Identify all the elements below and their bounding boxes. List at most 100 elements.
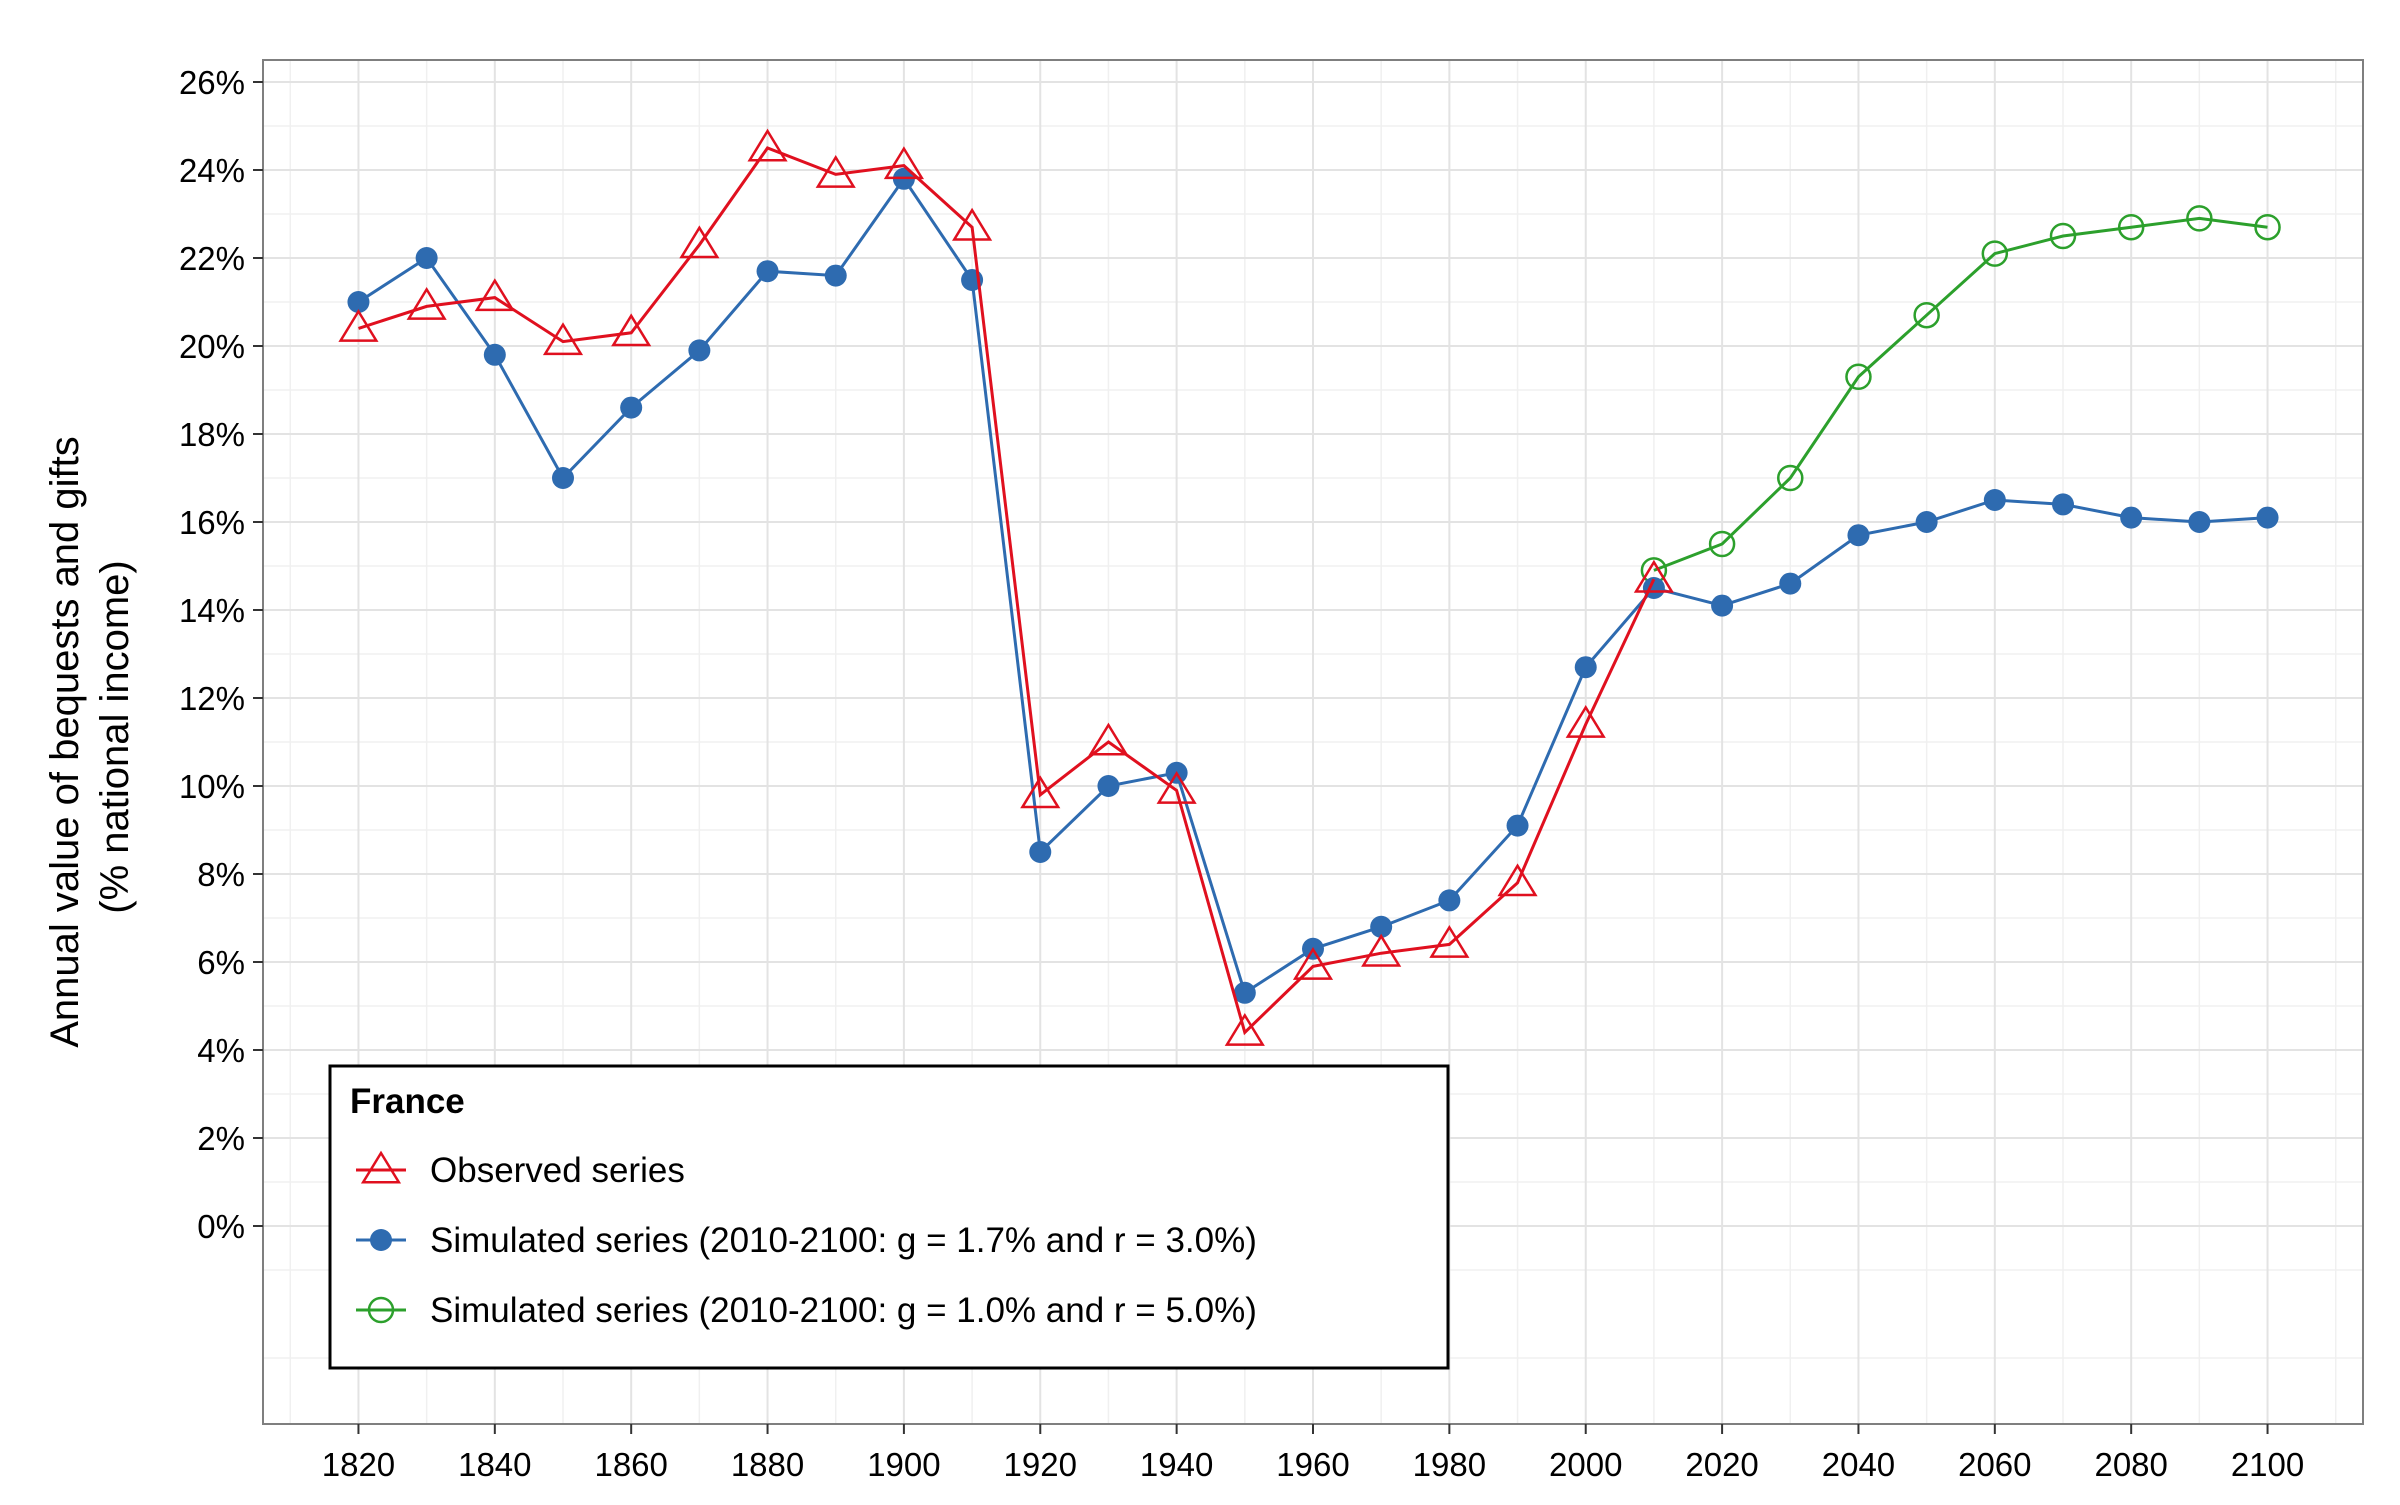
triangle-marker (1429, 925, 1470, 958)
point-marker (1847, 524, 1870, 547)
triangle-marker (406, 287, 447, 320)
legend: France Observed series Simulated series (… (328, 1064, 1450, 1370)
x-tick-label: 1940 (1140, 1446, 1213, 1483)
point-marker (1779, 572, 1802, 595)
triangle-marker (474, 278, 515, 312)
point-marker (1029, 841, 1052, 863)
y-tick-label: 20% (179, 328, 245, 365)
point-marker (483, 343, 506, 366)
point-marker (1370, 915, 1393, 938)
series-line (1653, 216, 2268, 572)
x-tick-label: 2080 (2094, 1446, 2167, 1483)
point-marker (415, 247, 438, 269)
y-tick-label: 8% (197, 856, 245, 893)
point-marker (620, 396, 643, 419)
triangle-marker (747, 128, 788, 162)
legend-label: Observed series (430, 1151, 685, 1190)
circle-marker (1777, 464, 1804, 492)
x-tick-label: 1820 (322, 1446, 395, 1483)
point-marker (1506, 814, 1529, 837)
legend-item: Simulated series (2010-2100: g = 1.0% an… (356, 1291, 1257, 1330)
point-marker (1915, 511, 1938, 533)
legend-title: France (350, 1082, 465, 1121)
triangle-marker (1020, 775, 1061, 809)
x-tick-label: 2040 (1822, 1446, 1895, 1483)
triangle-marker (542, 322, 584, 356)
series-3 (1640, 205, 2281, 584)
y-tick-label: 6% (197, 944, 245, 981)
point-marker (1983, 489, 2006, 511)
circle-marker (2186, 205, 2213, 232)
x-tick-label: 1860 (594, 1446, 667, 1483)
y-tick-label: 24% (179, 152, 245, 189)
triangle-marker (1088, 722, 1129, 756)
y-axis-title: Annual value of bequests and gifts (43, 436, 87, 1048)
point-marker (2052, 493, 2074, 516)
triangle-marker (1565, 705, 1606, 738)
legend-item: Observed series (356, 1150, 685, 1190)
legend-label: Simulated series (2010-2100: g = 1.7% an… (430, 1221, 1257, 1260)
point-marker (1574, 656, 1597, 679)
triangle-marker (360, 1150, 402, 1184)
legend-item: Simulated series (2010-2100: g = 1.7% an… (356, 1221, 1257, 1260)
y-tick-label: 10% (179, 768, 245, 805)
x-tick-label: 1980 (1413, 1446, 1486, 1483)
triangle-marker (952, 207, 993, 241)
point-marker (688, 339, 711, 362)
point-marker (756, 260, 779, 283)
triangle-marker (1224, 1013, 1265, 1046)
point-marker (370, 1229, 392, 1251)
x-tick-label: 2000 (1549, 1446, 1622, 1483)
x-tick-label: 2060 (1958, 1446, 2031, 1483)
circle-marker (1845, 363, 1872, 391)
point-marker (1438, 889, 1461, 912)
legend-items: Observed series Simulated series (2010-21… (356, 1150, 1257, 1330)
point-marker (2256, 506, 2279, 529)
circle-marker (367, 1296, 395, 1324)
x-tick-label: 1840 (458, 1446, 531, 1483)
y-tick-label: 16% (179, 504, 245, 541)
y-tick-label: 0% (197, 1208, 245, 1245)
point-marker (347, 291, 370, 313)
x-tick-label: 2020 (1685, 1446, 1758, 1483)
x-axis: 1820 1840 1860 1880 1900 1920 1940 1960 1980 2000… (322, 1424, 2304, 1483)
x-tick-label: 1880 (731, 1446, 804, 1483)
point-marker (552, 467, 574, 489)
triangle-marker (611, 313, 652, 347)
circle-marker (1708, 530, 1736, 558)
point-marker (2188, 511, 2211, 533)
x-tick-label: 1900 (867, 1446, 940, 1483)
point-marker (1097, 775, 1120, 797)
y-tick-label: 12% (179, 680, 245, 717)
triangle-marker (1292, 947, 1334, 980)
point-marker (2120, 506, 2143, 529)
triangle-marker (1497, 863, 1538, 897)
triangle-marker (1633, 559, 1674, 593)
triangle-marker (1156, 771, 1197, 804)
y-tick-label: 4% (197, 1032, 245, 1069)
y-tick-label: 22% (179, 240, 245, 277)
x-tick-label: 1960 (1276, 1446, 1349, 1483)
y-tick-label: 14% (179, 592, 245, 629)
point-marker (1233, 981, 1256, 1004)
triangle-marker (679, 225, 720, 259)
x-tick-label: 2100 (2231, 1446, 2304, 1483)
y-tick-label: 18% (179, 416, 245, 453)
x-tick-label: 1920 (1004, 1446, 1077, 1483)
legend-label: Simulated series (2010-2100: g = 1.0% an… (430, 1291, 1257, 1330)
circle-marker (2049, 222, 2077, 250)
y-tick-label: 2% (197, 1120, 245, 1157)
series-layer (338, 128, 2281, 1046)
y-axis-subtitle: (% national income) (93, 560, 137, 914)
triangle-marker (1361, 933, 1402, 967)
circle-marker (2254, 213, 2281, 241)
circle-marker (1981, 240, 2009, 267)
series-1 (338, 128, 1674, 1046)
legend-box (328, 1064, 1450, 1370)
point-marker (1711, 594, 1734, 617)
y-tick-label: 26% (179, 64, 245, 101)
triangle-marker (883, 146, 924, 180)
triangle-marker (338, 309, 379, 342)
